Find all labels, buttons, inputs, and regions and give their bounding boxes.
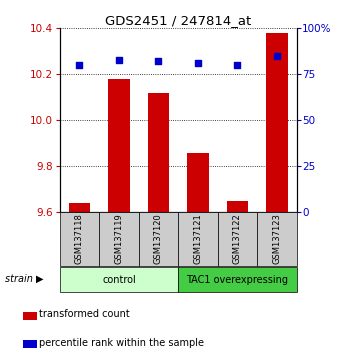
Text: GSM137121: GSM137121 xyxy=(193,213,203,264)
Bar xyxy=(178,212,218,266)
Text: GSM137123: GSM137123 xyxy=(272,213,281,264)
Bar xyxy=(108,79,130,212)
Text: GSM137118: GSM137118 xyxy=(75,213,84,264)
Point xyxy=(274,53,280,59)
Point xyxy=(116,57,122,62)
Bar xyxy=(69,203,90,212)
Text: GSM137122: GSM137122 xyxy=(233,213,242,264)
Text: percentile rank within the sample: percentile rank within the sample xyxy=(39,338,204,348)
Bar xyxy=(218,212,257,266)
Text: control: control xyxy=(102,275,136,285)
Point xyxy=(195,61,201,66)
Text: transformed count: transformed count xyxy=(39,309,130,319)
Bar xyxy=(60,212,99,266)
Bar xyxy=(23,312,37,320)
Text: GSM137120: GSM137120 xyxy=(154,213,163,264)
Bar xyxy=(23,341,37,348)
Text: strain ▶: strain ▶ xyxy=(5,273,43,284)
Text: TAC1 overexpressing: TAC1 overexpressing xyxy=(187,275,288,285)
Bar xyxy=(99,212,139,266)
Bar xyxy=(148,93,169,212)
Bar xyxy=(139,212,178,266)
Point xyxy=(77,62,82,68)
Bar xyxy=(187,153,209,212)
Bar xyxy=(60,267,178,292)
Bar xyxy=(178,267,297,292)
Bar xyxy=(257,212,297,266)
Text: GSM137119: GSM137119 xyxy=(115,213,123,264)
Point xyxy=(235,62,240,68)
Bar xyxy=(226,201,248,212)
Title: GDS2451 / 247814_at: GDS2451 / 247814_at xyxy=(105,14,251,27)
Bar xyxy=(266,33,288,212)
Point xyxy=(156,59,161,64)
